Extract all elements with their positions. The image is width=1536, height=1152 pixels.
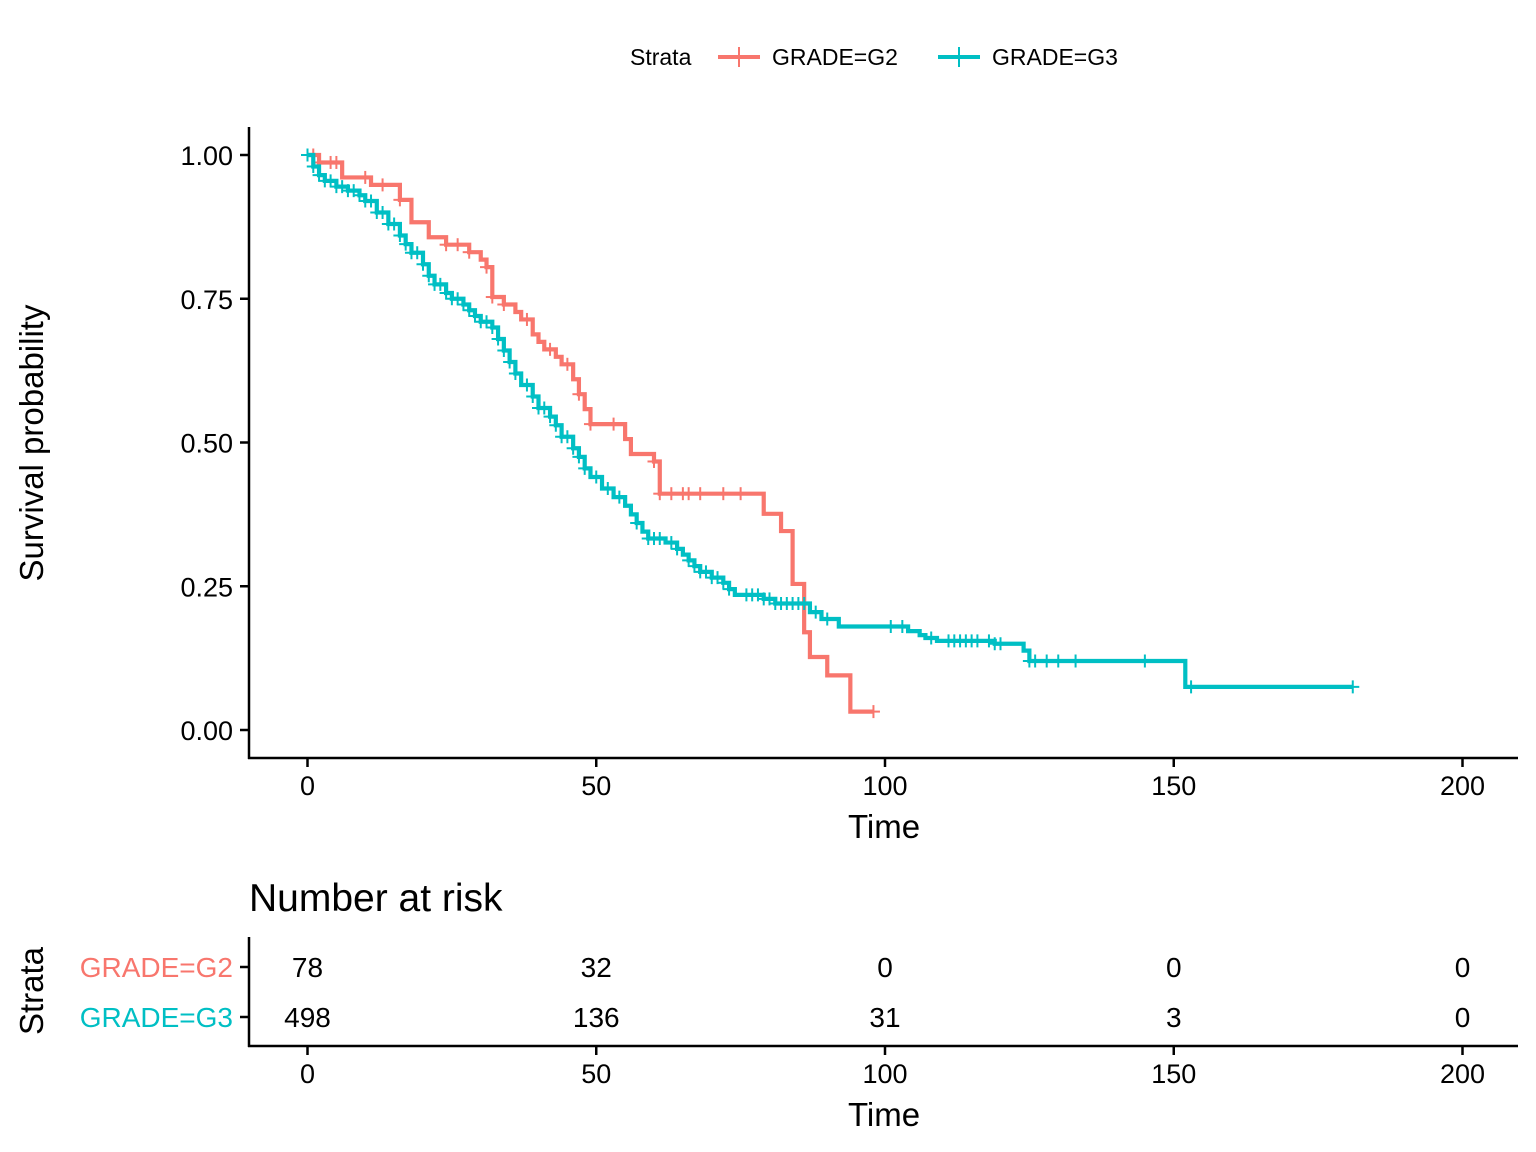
- y-axis-title: Survival probability: [13, 304, 50, 581]
- x-tick-label: 200: [1440, 771, 1485, 801]
- risk-count: 0: [877, 952, 893, 983]
- legend: Strata GRADE=G2 GRADE=G3: [630, 44, 1118, 70]
- risk-count: 32: [581, 952, 612, 983]
- risk-count: 0: [1455, 1002, 1471, 1033]
- x-tick-label: 50: [581, 771, 611, 801]
- risk-count: 498: [284, 1002, 331, 1033]
- legend-entry-g3: GRADE=G3: [992, 44, 1118, 70]
- legend-entry-g2: GRADE=G2: [772, 44, 898, 70]
- risk-x-tick-label: 50: [581, 1059, 611, 1089]
- risk-count: 0: [1455, 952, 1471, 983]
- legend-title: Strata: [630, 44, 692, 70]
- risk-table-title: Number at risk: [249, 877, 503, 920]
- survival-curve-g3: [307, 152, 1353, 689]
- risk-x-axis-title: Time: [848, 1096, 920, 1133]
- main-plot: 0.00 0.25 0.50 0.75 1.00 0 50 100 150 200 Surviv…: [13, 127, 1518, 845]
- risk-x-tick-label: 0: [300, 1059, 315, 1089]
- y-tick-label: 0.25: [180, 572, 233, 602]
- risk-count: 78: [292, 952, 323, 983]
- x-axis-title: Time: [848, 808, 920, 845]
- risk-table-content: 0 50 100 150 200 GRADE=G2 78 32 0 0 0 GRADE=G3 498 13…: [80, 952, 1485, 1089]
- x-tick-label: 150: [1151, 771, 1196, 801]
- risk-x-tick-label: 200: [1440, 1059, 1485, 1089]
- risk-row-label: GRADE=G2: [80, 952, 233, 983]
- risk-y-axis-title: Strata: [13, 946, 50, 1035]
- y-axis-ticks: 0.00 0.25 0.50 0.75 1.00: [180, 141, 249, 746]
- risk-count: 0: [1166, 952, 1182, 983]
- risk-row-label: GRADE=G3: [80, 1002, 233, 1033]
- x-tick-label: 0: [300, 771, 315, 801]
- risk-x-tick-label: 150: [1151, 1059, 1196, 1089]
- y-tick-label: 1.00: [180, 141, 233, 171]
- legend-key-g2: [718, 47, 760, 67]
- x-tick-label: 100: [862, 771, 907, 801]
- risk-count: 136: [573, 1002, 620, 1033]
- x-axis-ticks: 0 50 100 150 200: [300, 758, 1485, 801]
- y-tick-label: 0.00: [180, 716, 233, 746]
- risk-x-tick-label: 100: [862, 1059, 907, 1089]
- y-tick-label: 0.75: [180, 285, 233, 315]
- y-tick-label: 0.50: [180, 429, 233, 459]
- survival-curves: [301, 148, 1360, 719]
- risk-count: 31: [869, 1002, 900, 1033]
- survival-curve-g2: [307, 152, 874, 714]
- risk-count: 3: [1166, 1002, 1182, 1033]
- legend-key-g3: [938, 47, 980, 67]
